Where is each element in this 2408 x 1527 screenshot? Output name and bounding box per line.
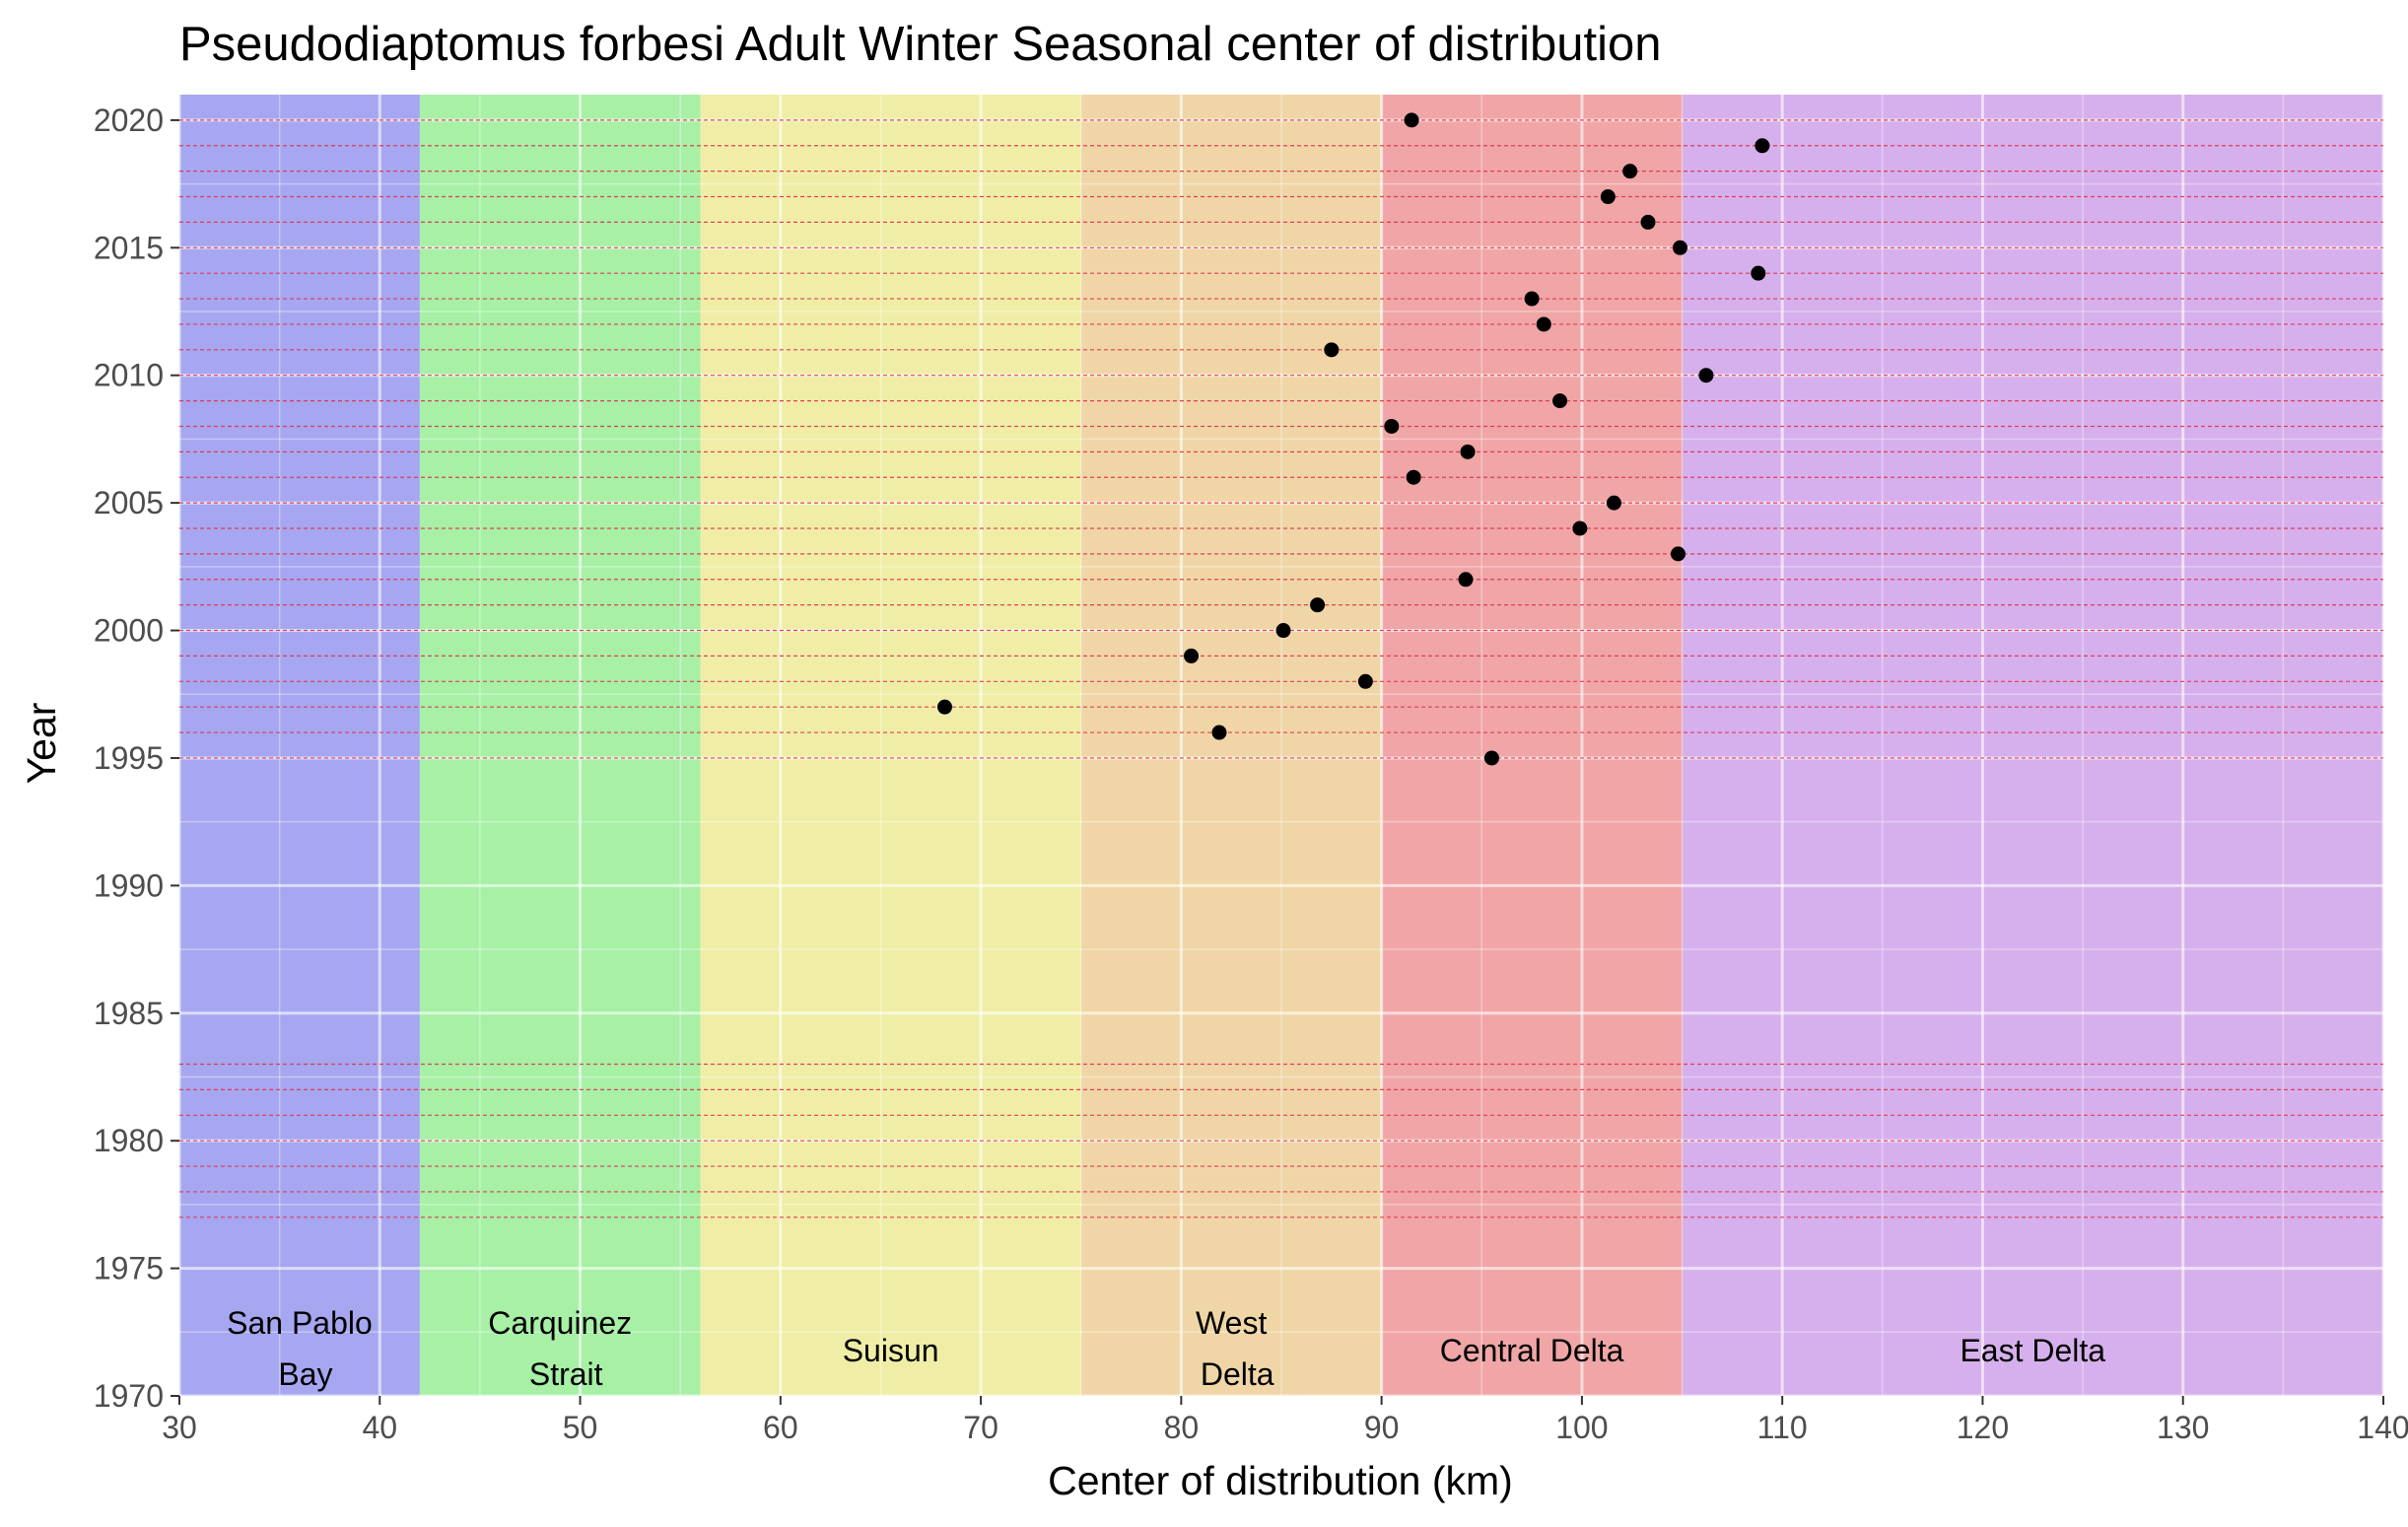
data-point-2013	[1524, 291, 1540, 307]
region-band-2	[700, 95, 1081, 1396]
x-axis-title: Center of distribution (km)	[1048, 1458, 1513, 1503]
y-tick-label: 1975	[94, 1251, 164, 1286]
data-point-1999	[1184, 648, 1200, 663]
data-point-2016	[1640, 214, 1656, 230]
y-tick-label: 2005	[94, 485, 164, 521]
data-point-2000	[1275, 623, 1291, 639]
data-point-2017	[1600, 189, 1616, 205]
data-point-1998	[1357, 673, 1373, 689]
data-point-1996	[1211, 725, 1227, 740]
data-point-2003	[1670, 546, 1686, 562]
region-band-5	[1682, 95, 2383, 1396]
data-point-1995	[1483, 750, 1499, 766]
data-point-2019	[1754, 138, 1770, 154]
region-label-5: East Delta	[1960, 1333, 2105, 1368]
y-tick-label: 1990	[94, 868, 164, 903]
x-tick-label: 30	[162, 1410, 197, 1445]
axes: 30 40 50 60 70 80 90 100 110 120 130 140 1970 1975 198…	[94, 103, 2408, 1445]
data-point-2018	[1622, 164, 1638, 179]
region-band-4	[1381, 95, 1683, 1396]
x-tick-label: 50	[563, 1410, 598, 1445]
chart-title: Pseudodiaptomus forbesi Adult Winter Sea…	[179, 18, 1662, 71]
y-tick-label: 2020	[94, 103, 164, 138]
data-point-2012	[1536, 316, 1551, 332]
data-point-2007	[1460, 444, 1476, 459]
data-point-2014	[1751, 265, 1766, 281]
region-label-0-line-0: San Pablo	[227, 1305, 373, 1341]
region-label-1-line-1: Strait	[529, 1356, 603, 1392]
x-tick-label: 80	[1164, 1410, 1200, 1445]
region-label-3-line-0: West	[1196, 1305, 1267, 1341]
region-band-0	[179, 95, 420, 1396]
y-axis-title: Year	[19, 703, 64, 785]
data-point-1997	[937, 699, 953, 715]
reference-lines	[179, 119, 2383, 1218]
y-tick-label: 2015	[94, 230, 164, 265]
y-tick-label: 1985	[94, 996, 164, 1031]
y-tick-label: 1980	[94, 1123, 164, 1158]
data-point-2011	[1324, 342, 1340, 358]
data-point-2001	[1310, 597, 1326, 613]
region-label-3-line-1: Delta	[1201, 1356, 1274, 1392]
region-labels: San Pablo Bay Carquinez Strait Suisun West Del…	[227, 1305, 2105, 1392]
region-band-1	[419, 95, 701, 1396]
data-point-2002	[1458, 572, 1474, 588]
data-points	[937, 112, 1770, 766]
region-label-4: Central Delta	[1440, 1333, 1624, 1368]
data-point-2008	[1384, 418, 1400, 434]
x-tick-label: 60	[763, 1410, 798, 1445]
x-tick-label: 120	[1957, 1410, 2009, 1445]
x-tick-label: 130	[2157, 1410, 2209, 1445]
x-tick-label: 70	[963, 1410, 998, 1445]
region-bands	[179, 95, 2383, 1396]
data-point-2005	[1606, 495, 1621, 511]
region-label-1-line-0: Carquinez	[488, 1305, 632, 1341]
y-tick-label: 2010	[94, 358, 164, 393]
x-tick-label: 90	[1364, 1410, 1400, 1445]
x-tick-label: 110	[1757, 1410, 1808, 1445]
y-tick-label: 1995	[94, 740, 164, 776]
region-label-0-line-1: Bay	[278, 1356, 332, 1392]
x-tick-label: 100	[1555, 1410, 1608, 1445]
y-tick-label: 1970	[94, 1378, 164, 1414]
data-point-2006	[1406, 469, 1421, 485]
y-tick-label: 2000	[94, 613, 164, 649]
data-point-2015	[1673, 240, 1688, 255]
data-point-2020	[1404, 112, 1419, 128]
data-point-2004	[1572, 521, 1588, 536]
x-tick-label: 140	[2357, 1410, 2408, 1445]
region-band-3	[1080, 95, 1382, 1396]
x-tick-label: 40	[362, 1410, 397, 1445]
data-point-2010	[1698, 368, 1714, 383]
region-label-2: Suisun	[843, 1333, 939, 1368]
data-point-2009	[1552, 393, 1568, 409]
